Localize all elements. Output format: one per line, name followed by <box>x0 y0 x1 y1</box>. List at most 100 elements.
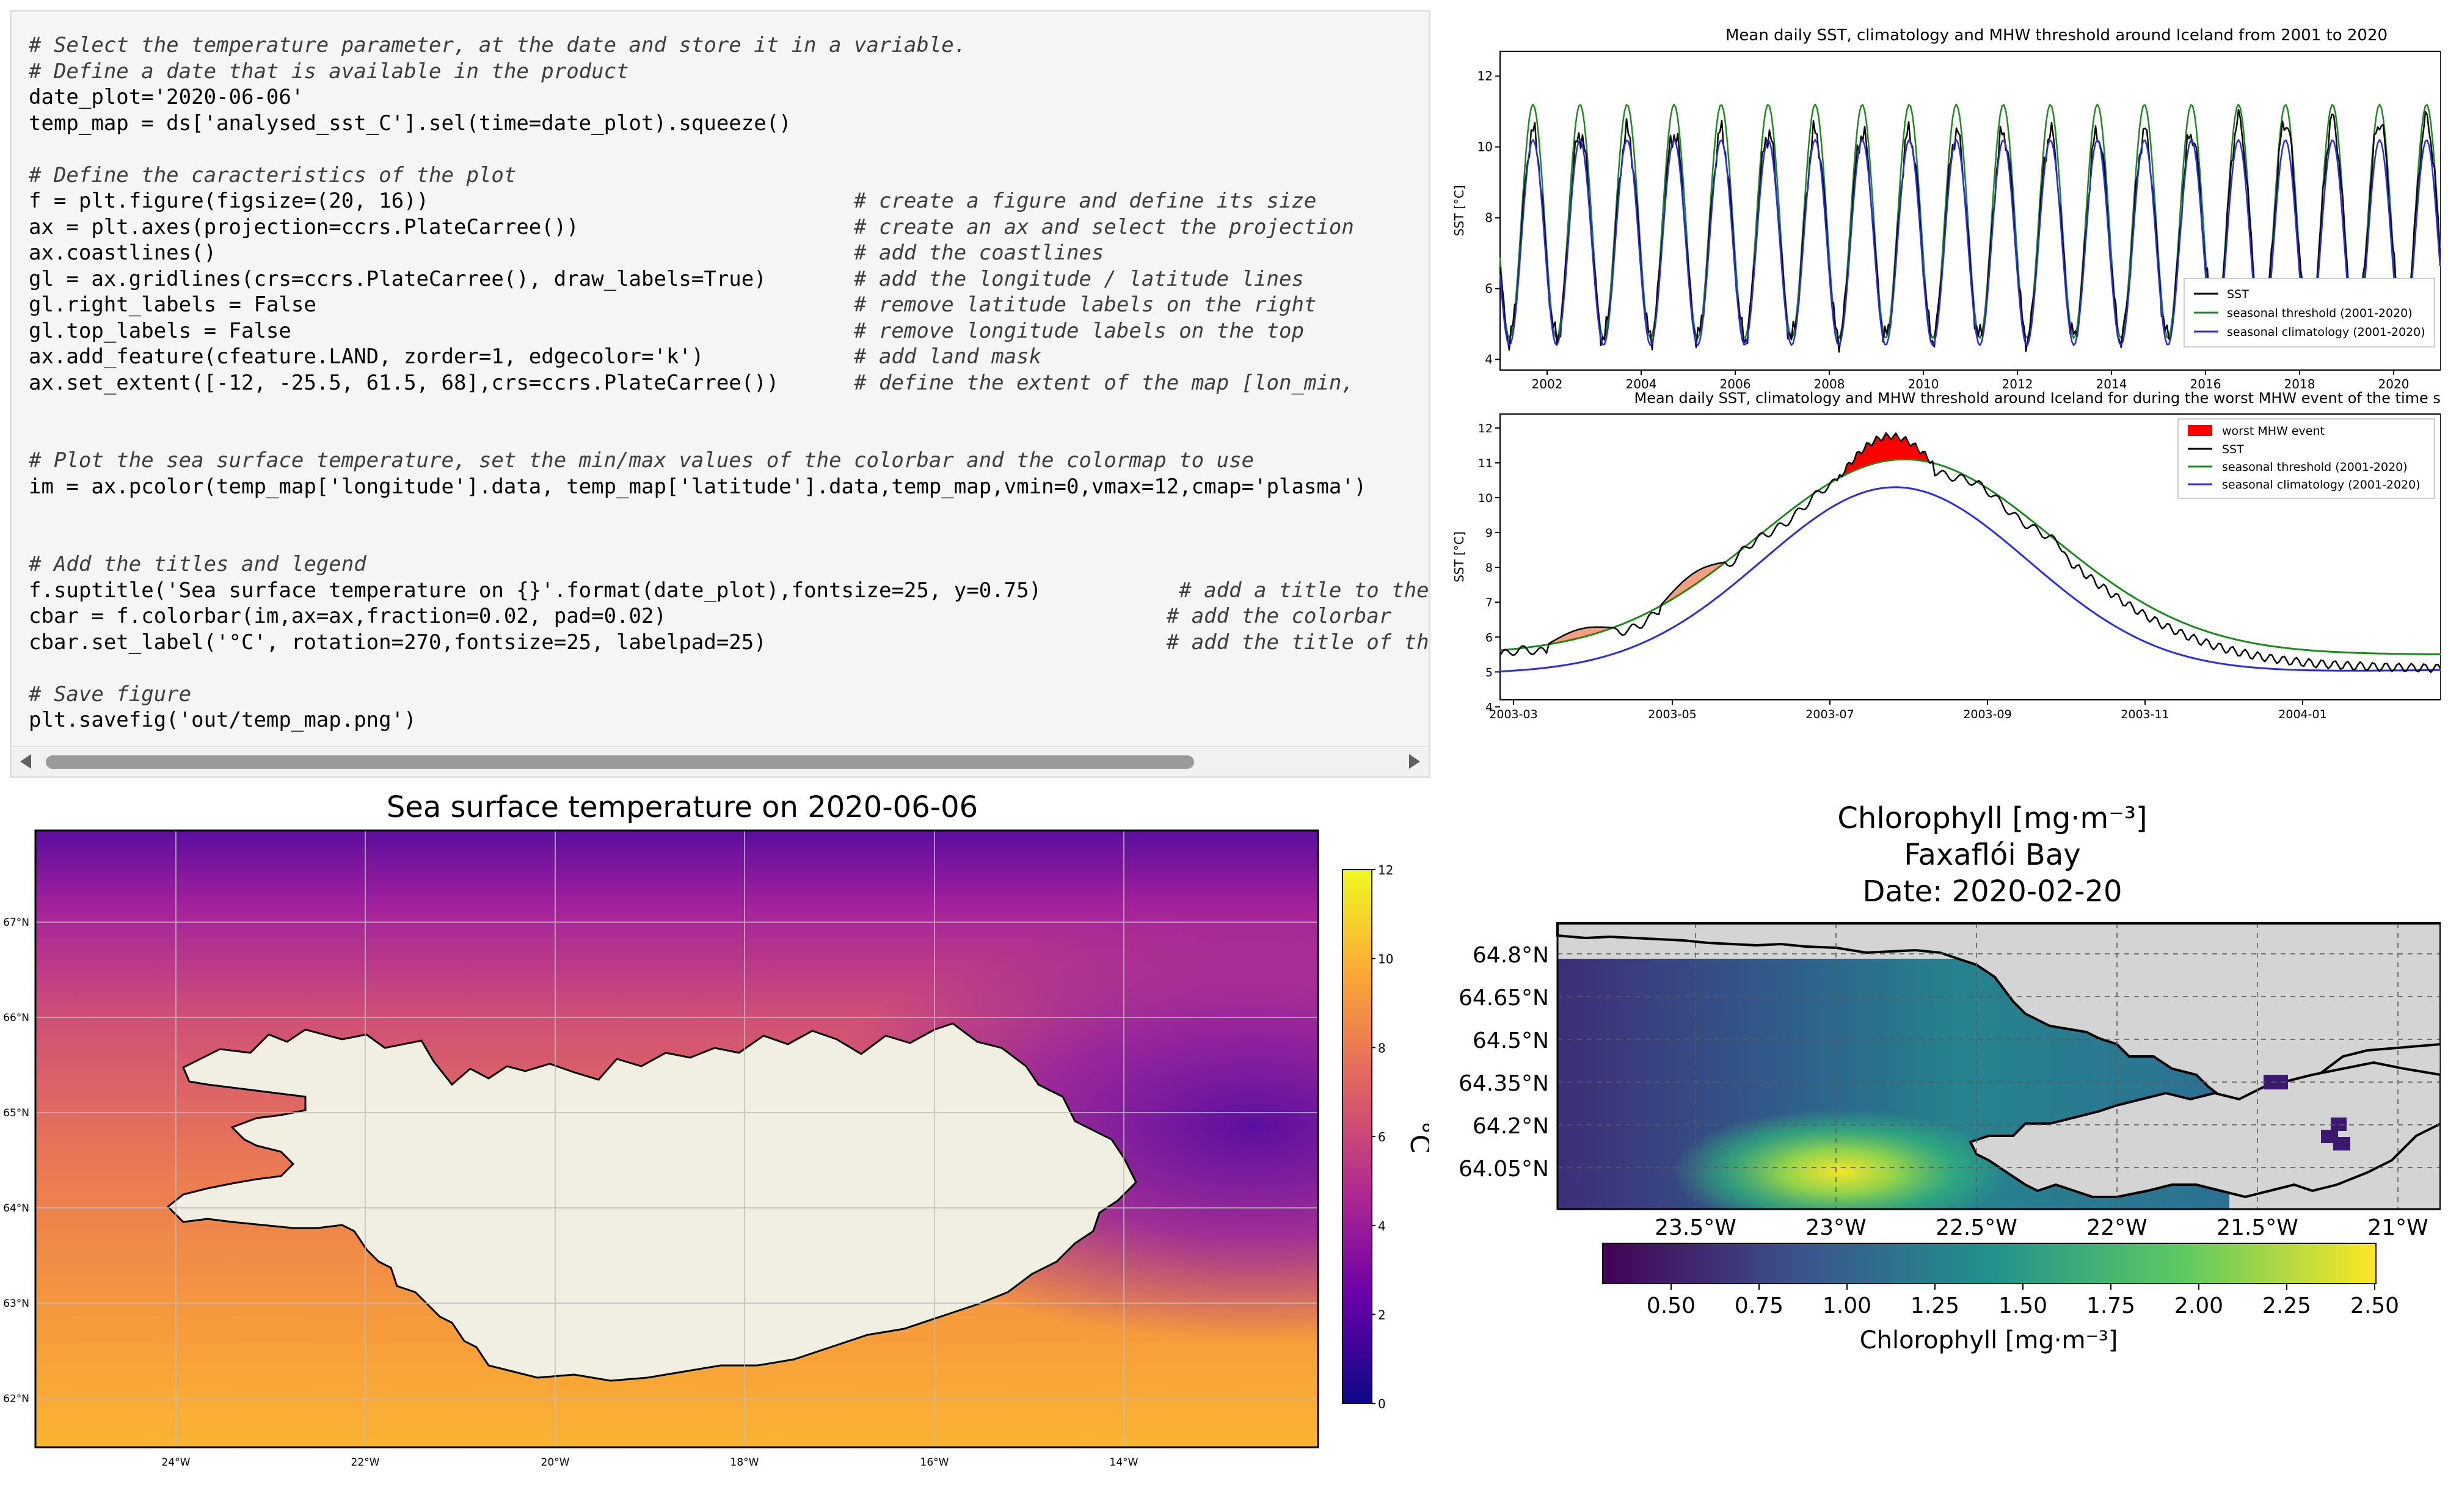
colorbar-tick: 0 <box>1378 1397 1386 1411</box>
code-line[interactable]: # Select the temperature parameter, at t… <box>29 32 1429 59</box>
colorbar-tick: 1.25 <box>1911 1293 1959 1318</box>
chl-lon-labels: 23.5°W 23°W 22.5°W 22°W 21.5°W 21°W <box>1655 1215 2428 1240</box>
code-line[interactable]: # Add the titles and legend <box>29 551 1429 578</box>
code-text: cbar.set_label('°C', rotation=270,fontsi… <box>29 630 1167 655</box>
sst-lon-labels: 24°W 22°W 20°W 18°W 16°W 14°W <box>162 1456 1138 1469</box>
code-line[interactable]: # Plot the sea surface temperature, set … <box>29 448 1429 474</box>
colorbar-tick: 1.75 <box>2086 1293 2135 1318</box>
code-cell[interactable]: # Select the temperature parameter, at t… <box>10 10 1430 778</box>
code-line[interactable]: temp_map = ds['analysed_sst_C'].sel(time… <box>29 111 1429 137</box>
colorbar-tick: 6 <box>1378 1130 1386 1144</box>
code-comment: # Save figure <box>29 681 192 707</box>
code-comment: # add the title of the colorl <box>1166 630 1429 655</box>
code-line[interactable]: ax.set_extent([-12, -25.5, 61.5, 68],crs… <box>29 370 1429 396</box>
code-text: temp_map = ds['analysed_sst_C'].sel(time… <box>29 111 792 136</box>
lon-label: 23°W <box>1805 1215 1866 1240</box>
code-line[interactable]: ax.add_feature(cfeature.LAND, zorder=1, … <box>29 344 1429 370</box>
code-comment: # define the extent of the map [lon_min, <box>854 370 1354 395</box>
colorbar-tick: 2 <box>1378 1308 1386 1323</box>
xtick-label: 2003-03 <box>1489 708 1537 721</box>
code-comment: # add the colorbar <box>1166 604 1392 628</box>
code-comment: # add the coastlines <box>854 241 1104 265</box>
lat-label: 64.65°N <box>1459 986 1549 1011</box>
chl-figure: Chlorophyll [mg·m⁻³] Faxaflói Bay Date: … <box>1459 801 2441 1354</box>
mhw-timeseries-yticks: 4 6 8 10 12 <box>1477 69 1500 367</box>
mhw-timeseries-title: Mean daily SST, climatology and MHW thre… <box>1725 26 2388 45</box>
code-line[interactable] <box>29 136 1429 162</box>
lat-label: 64.8°N <box>1473 943 1549 968</box>
code-line[interactable]: cbar.set_label('°C', rotation=270,fontsi… <box>29 630 1429 656</box>
xtick-label: 2016 <box>2190 377 2221 391</box>
colorbar-tick: 1.00 <box>1823 1293 1871 1318</box>
code-line[interactable]: date_plot='2020-06-06' <box>29 84 1429 111</box>
code-comment: # Define a date that is available in the… <box>29 59 629 84</box>
mhw-event-lines <box>1499 432 2441 674</box>
legend-sst: SST <box>2227 288 2249 301</box>
chl-title-line3: Date: 2020-02-20 <box>1862 874 2122 909</box>
sst-map-title: Sea surface temperature on 2020-06-06 <box>387 790 978 824</box>
mhw-event-legend: worst MHW event SST seasonal threshold (… <box>2177 418 2435 499</box>
ytick-label: 9 <box>1485 526 1493 540</box>
lat-label: 63°N <box>3 1298 29 1310</box>
minor-mhw-area <box>1661 562 1725 606</box>
code-line[interactable]: f.suptitle('Sea surface temperature on {… <box>29 578 1429 604</box>
code-comment: # create an ax and select the projection <box>854 214 1354 239</box>
mhw-event-title: Mean daily SST, climatology and MHW thre… <box>1634 390 2441 407</box>
lat-label: 64.05°N <box>1459 1157 1549 1182</box>
code-line[interactable]: # Save figure <box>29 681 1429 708</box>
code-comment: # remove longitude labels on the top <box>854 318 1304 343</box>
code-line[interactable]: # Define a date that is available in the… <box>29 59 1429 85</box>
code-line[interactable] <box>29 422 1429 448</box>
code-line[interactable]: f = plt.figure(figsize=(20, 16)) # creat… <box>29 188 1429 214</box>
mhw-event-yticks: 4 5 6 7 8 9 10 11 12 <box>1478 422 1500 714</box>
ytick-label: 6 <box>1485 631 1493 644</box>
code-comment: # add a title to the figure <box>1179 578 1429 603</box>
scroll-right-arrow-icon[interactable] <box>1409 754 1420 769</box>
legend-event-threshold: seasonal threshold (2001-2020) <box>2222 460 2408 474</box>
code-text: ax.set_extent([-12, -25.5, 61.5, 68],crs… <box>29 370 854 395</box>
ytick-label: 4 <box>1485 352 1493 367</box>
xtick-label: 2002 <box>1532 377 1563 391</box>
code-line[interactable]: cbar = f.colorbar(im,ax=ax,fraction=0.02… <box>29 603 1429 630</box>
code-comment: # remove latitude labels on the right <box>854 293 1317 317</box>
code-comment: # Add the titles and legend <box>29 552 366 576</box>
climatology-line <box>1499 139 2441 346</box>
code-line[interactable] <box>29 500 1429 526</box>
code-text: im = ax.pcolor(temp_map['longitude'].dat… <box>29 474 1367 499</box>
lat-label: 62°N <box>3 1393 29 1405</box>
legend-event-climatology: seasonal climatology (2001-2020) <box>2222 478 2421 492</box>
legend-threshold: seasonal threshold (2001-2020) <box>2227 307 2413 320</box>
code-line[interactable]: plt.savefig('out/temp_map.png') <box>29 707 1429 733</box>
horizontal-scrollbar[interactable] <box>12 746 1429 776</box>
mhw-timeseries-ylabel: SST [°C] <box>1452 185 1466 236</box>
scroll-left-arrow-icon[interactable] <box>20 754 31 769</box>
xtick-label: 2003-05 <box>1648 708 1696 721</box>
sst-colorbar <box>1342 869 1372 1404</box>
code-line[interactable]: im = ax.pcolor(temp_map['longitude'].dat… <box>29 474 1429 500</box>
chl-colorbar <box>1602 1243 2377 1284</box>
scrollbar-thumb[interactable] <box>46 755 1194 769</box>
colorbar-tick: 12 <box>1378 863 1393 878</box>
code-text: gl = ax.gridlines(crs=ccrs.PlateCarree()… <box>29 266 854 291</box>
code-text: ax.coastlines() <box>29 241 854 265</box>
mhw-figure: Mean daily SST, climatology and MHW thre… <box>1452 26 2441 721</box>
code-line[interactable]: gl = ax.gridlines(crs=ccrs.PlateCarree()… <box>29 266 1429 293</box>
code-line[interactable]: gl.top_labels = False # remove longitude… <box>29 318 1429 344</box>
code-comment: # Plot the sea surface temperature, set … <box>29 448 1255 473</box>
code-comment: # add land mask <box>854 344 1042 369</box>
xtick-label: 2003-07 <box>1805 708 1854 721</box>
code-line[interactable] <box>29 655 1429 681</box>
lon-label: 24°W <box>162 1456 191 1469</box>
code-line[interactable] <box>29 396 1429 422</box>
code-line[interactable]: ax.coastlines() # add the coastlines <box>29 240 1429 266</box>
code-line[interactable]: # Define the caracteristics of the plot <box>29 162 1429 189</box>
code-text: gl.right_labels = False <box>29 293 854 317</box>
code-line[interactable] <box>29 526 1429 552</box>
code-line[interactable]: ax = plt.axes(projection=ccrs.PlateCarre… <box>29 214 1429 241</box>
ytick-label: 10 <box>1478 492 1493 505</box>
code-comment: # Select the temperature parameter, at t… <box>29 33 967 57</box>
ytick-label: 12 <box>1478 422 1493 435</box>
lon-label: 22°W <box>2086 1215 2147 1240</box>
code-line[interactable]: gl.right_labels = False # remove latitud… <box>29 292 1429 318</box>
code-text: f = plt.figure(figsize=(20, 16)) <box>29 189 854 213</box>
